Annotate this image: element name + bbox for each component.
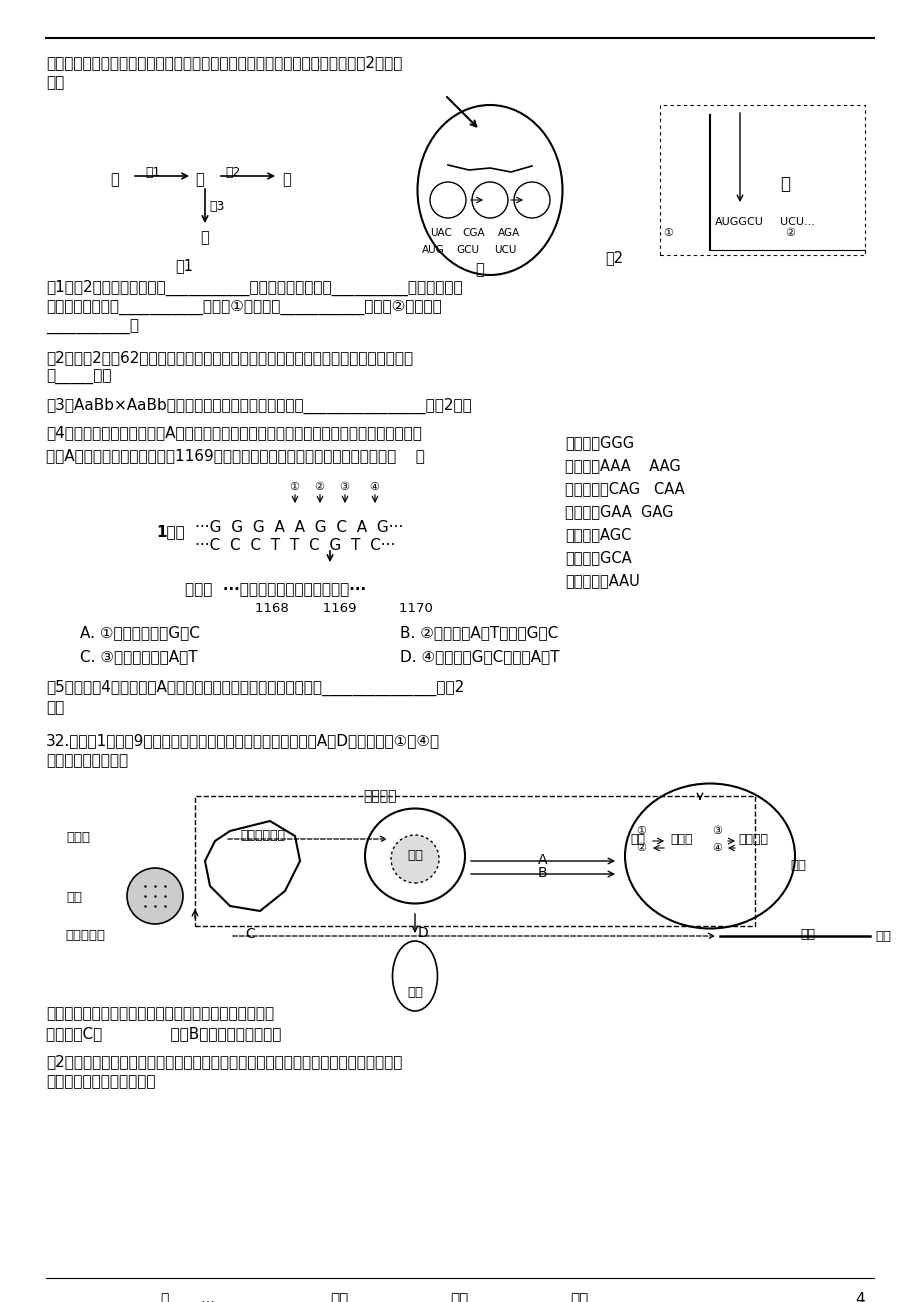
- Text: D. ④处碱基对G－C替换为A－T: D. ④处碱基对G－C替换为A－T: [400, 648, 559, 664]
- Text: 血糖: 血糖: [800, 928, 814, 941]
- Text: 酶2: 酶2: [225, 165, 240, 178]
- Text: 肾脏: 肾脏: [406, 986, 423, 999]
- Text: 1168        1169          1170: 1168 1169 1170: [255, 602, 433, 615]
- Text: 胰脏: 胰脏: [406, 849, 423, 862]
- Text: ___________。: ___________。: [46, 320, 139, 335]
- Text: （5）根据（4）题图写出A基因转录的模板链的局部对应碱基序列_______________。（2: （5）根据（4）题图写出A基因转录的模板链的局部对应碱基序列__________…: [46, 680, 464, 697]
- Text: 垂体: 垂体: [66, 891, 82, 904]
- Text: 专心: 专心: [570, 1292, 587, 1302]
- Text: 丙: 丙: [282, 172, 290, 187]
- Text: 1基因: 1基因: [156, 523, 185, 539]
- Text: 葡萄糖: 葡萄糖: [669, 833, 692, 846]
- Text: C. ③处缺失碱基对A－T: C. ③处缺失碱基对A－T: [80, 648, 198, 664]
- Text: 丁: 丁: [199, 230, 209, 245]
- Text: ①: ①: [663, 228, 673, 238]
- Text: 爱心: 爱心: [449, 1292, 468, 1302]
- Text: 下丘脑: 下丘脑: [66, 831, 90, 844]
- Text: 答：: 答：: [46, 76, 64, 90]
- Circle shape: [127, 868, 183, 924]
- Text: 示过程。据图回答：: 示过程。据图回答：: [46, 753, 128, 768]
- Text: 分解产物: 分解产物: [737, 833, 767, 846]
- Text: 图1: 图1: [175, 258, 193, 273]
- Text: 另一有关神经: 另一有关神经: [240, 829, 285, 842]
- Circle shape: [391, 835, 438, 883]
- Text: ③: ③: [338, 482, 348, 492]
- Text: 有关神经: 有关神经: [363, 789, 396, 803]
- Text: 蛋白质  ···甘氨酸－赖氨酸－谷氨酰胺···: 蛋白质 ···甘氨酸－赖氨酸－谷氨酰胺···: [185, 582, 366, 598]
- Text: 胰岛素浓度，结果如下图。: 胰岛素浓度，结果如下图。: [46, 1074, 155, 1088]
- Text: B: B: [538, 866, 547, 880]
- Text: 图: 图: [160, 1292, 168, 1302]
- Text: CGA: CGA: [461, 228, 484, 238]
- Text: D: D: [417, 926, 428, 940]
- Text: ④: ④: [369, 482, 379, 492]
- Text: 4: 4: [855, 1292, 864, 1302]
- Text: 酶3: 酶3: [209, 201, 224, 214]
- Text: …: …: [199, 1292, 214, 1302]
- Text: ③: ③: [711, 825, 721, 836]
- Text: ···C  C  C  T  T  C  G  T  C···: ···C C C T T C G T C···: [195, 538, 395, 553]
- Text: 32.（每空1分，共9分）下图表示下丘脑参与的部分调节过程，A～D代表激素，①～④表: 32.（每空1分，共9分）下图表示下丘脑参与的部分调节过程，A～D代表激素，①～…: [46, 733, 439, 749]
- Text: ①: ①: [635, 825, 645, 836]
- Text: ①: ①: [289, 482, 299, 492]
- Text: ④: ④: [711, 842, 721, 853]
- Text: ···G  G  G  A  A  G  C  A  G···: ···G G G A A G C A G···: [195, 519, 403, 535]
- Text: （4）若下图为日本明蟹壳色A基因部分碱基序列及其编码蛋白质的部分氨基酸序列示意图。: （4）若下图为日本明蟹壳色A基因部分碱基序列及其编码蛋白质的部分氨基酸序列示意图…: [46, 424, 422, 440]
- Text: 甘氨酸：GGG: 甘氨酸：GGG: [564, 435, 633, 450]
- Text: UAC: UAC: [429, 228, 451, 238]
- Text: 分泌激素C、              激素B，以协同升高血糖。: 分泌激素C、 激素B，以协同升高血糖。: [46, 1026, 281, 1042]
- Text: 乙: 乙: [779, 174, 789, 193]
- Text: 质积累表现为青色壳，丁积累表现为花斑色壳。基因控制酶合成的大致过程如图2。请回: 质积累表现为青色壳，丁积累表现为花斑色壳。基因控制酶合成的大致过程如图2。请回: [46, 55, 402, 70]
- Text: （2）给成年的肥胖者和非肥胖者一次性口服足量的葡萄糖溶液后，测定血液中葡萄糖和: （2）给成年的肥胖者和非肥胖者一次性口服足量的葡萄糖溶液后，测定血液中葡萄糖和: [46, 1055, 402, 1069]
- Text: 天冬氨酸：AAU: 天冬氨酸：AAU: [564, 573, 639, 589]
- Text: （2）若酶2含有62个氨基酸，由一条肽链组成，那么决定它的合成的基因至少应含有碱: （2）若酶2含有62个氨基酸，由一条肽链组成，那么决定它的合成的基因至少应含有碱: [46, 350, 413, 365]
- Text: AUG: AUG: [422, 245, 444, 255]
- Text: 肝脏: 肝脏: [789, 859, 805, 872]
- Text: ②: ②: [784, 228, 794, 238]
- Text: 糖原: 糖原: [630, 833, 644, 846]
- Text: GCU: GCU: [456, 245, 479, 255]
- Bar: [659, 105, 864, 255]
- Text: 血管: 血管: [874, 930, 890, 943]
- Text: A: A: [538, 853, 547, 867]
- Text: （1）图2中甲结构的名称是___________；乙结构中正在发生__________过程，该过程: （1）图2中甲结构的名称是___________；乙结构中正在发生_______…: [46, 280, 462, 296]
- Text: 中起模板作用的是___________；图中①的名称是___________；图中②的名称是: 中起模板作用的是___________；图中①的名称是___________；图…: [46, 299, 441, 315]
- Text: 谷氨酰胺：CAG   CAA: 谷氨酰胺：CAG CAA: [564, 480, 684, 496]
- Text: 甲: 甲: [110, 172, 119, 187]
- Text: 谷氨酸：GAA  GAG: 谷氨酸：GAA GAG: [564, 504, 673, 519]
- Text: 酶1: 酶1: [145, 165, 160, 178]
- Text: AGA: AGA: [497, 228, 519, 238]
- Text: 由神经调节肝脏的代谢；另一方面由有关神经促进肾上腺: 由神经调节肝脏的代谢；另一方面由有关神经促进肾上腺: [46, 1006, 274, 1021]
- Text: B. ②处碱基对A－T替换为G－C: B. ②处碱基对A－T替换为G－C: [400, 625, 558, 641]
- Text: 用心: 用心: [330, 1292, 348, 1302]
- Text: 图2: 图2: [605, 250, 622, 266]
- Text: 丝氨酸：AGC: 丝氨酸：AGC: [564, 527, 630, 542]
- Text: ②: ②: [635, 842, 645, 853]
- Bar: [195, 796, 754, 926]
- Text: UCU...: UCU...: [779, 217, 814, 227]
- Text: 乙: 乙: [195, 172, 203, 187]
- Text: 丙氨酸：GCA: 丙氨酸：GCA: [564, 549, 631, 565]
- Text: （3）AaBb×AaBb杂交，后代的成体表现型及比例为________________。（2分）: （3）AaBb×AaBb杂交，后代的成体表现型及比例为_____________…: [46, 398, 471, 414]
- Text: C: C: [244, 927, 255, 941]
- Text: ②: ②: [313, 482, 323, 492]
- Text: A. ①处插入碱基对G－C: A. ①处插入碱基对G－C: [80, 625, 199, 641]
- Text: UCU: UCU: [494, 245, 516, 255]
- Text: 已知A基因发生一种突变，导致1169位赖氨酸变为谷氨酸。该基因发生的突变是（    ）: 已知A基因发生一种突变，导致1169位赖氨酸变为谷氨酸。该基因发生的突变是（ ）: [46, 448, 425, 464]
- Text: AUGGCU: AUGGCU: [714, 217, 763, 227]
- Text: 低血糖刺激: 低血糖刺激: [65, 930, 105, 943]
- Text: 分）: 分）: [46, 700, 64, 715]
- Text: 基_____个。: 基_____个。: [46, 370, 111, 385]
- Text: 甲: 甲: [475, 262, 483, 277]
- Text: 赖氨酸：AAA    AAG: 赖氨酸：AAA AAG: [564, 458, 680, 473]
